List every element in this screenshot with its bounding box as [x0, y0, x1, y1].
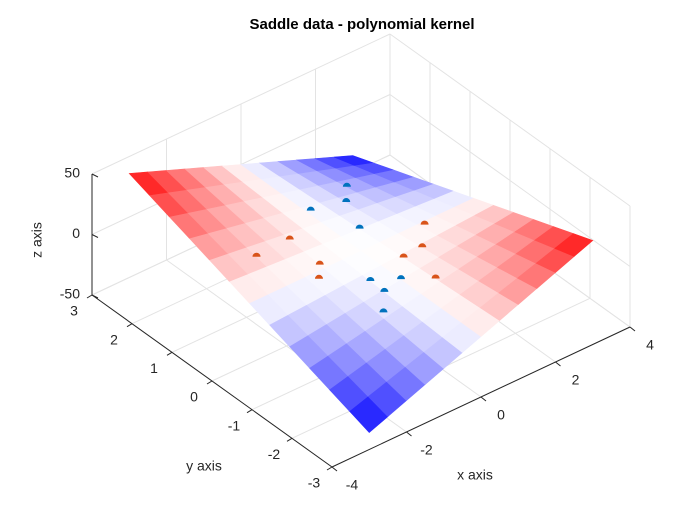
surface-facet: [334, 155, 373, 166]
y-tick: [166, 351, 173, 356]
z-axis-label: z axis: [29, 222, 45, 258]
z-tick: [91, 294, 99, 299]
y-tick-label: -2: [268, 446, 281, 462]
x-tick: [555, 361, 561, 367]
chart-title: Saddle data - polynomial kernel: [249, 16, 474, 33]
x-axis-label: x axis: [457, 467, 493, 483]
y-tick-label: 0: [190, 389, 198, 405]
data-point: [355, 224, 364, 229]
z-tick: [91, 234, 99, 238]
x-tick-label: 0: [497, 407, 505, 423]
data-point: [397, 275, 405, 280]
x-tick-label: 2: [572, 372, 580, 388]
y-tick: [206, 380, 213, 385]
x-tick-label: -2: [420, 442, 433, 458]
z-tick-label: -50: [60, 286, 80, 302]
y-tick: [126, 323, 133, 328]
y-tick: [286, 437, 293, 442]
x-tick: [480, 396, 487, 402]
data-point: [431, 274, 440, 279]
data-point: [315, 260, 324, 265]
data-point: [418, 243, 427, 248]
x-tick-label: 4: [646, 337, 654, 353]
x-tick: [629, 326, 636, 332]
grid-line: [389, 33, 631, 207]
y-tick-label: 1: [150, 360, 158, 376]
data-point: [342, 182, 351, 187]
x-tick: [406, 431, 412, 437]
y-tick-label: -3: [308, 475, 321, 491]
data-point: [285, 235, 294, 240]
y-tick-label: 2: [110, 331, 118, 347]
grid-line: [389, 94, 631, 267]
y-tick: [326, 466, 333, 471]
data-point: [366, 277, 375, 282]
x-tick: [331, 466, 338, 472]
data-point: [399, 253, 408, 258]
data-point: [306, 206, 315, 211]
data-point: [314, 274, 323, 279]
grid-line: [91, 33, 391, 175]
y-axis-label: y axis: [186, 458, 222, 474]
data-point: [342, 198, 351, 203]
y-tick-label: 3: [70, 303, 78, 319]
z-tick: [91, 173, 99, 178]
data-point: [380, 287, 389, 292]
y-tick: [246, 409, 253, 414]
z-tick-label: 50: [64, 165, 80, 181]
y-tick: [86, 294, 93, 299]
data-point: [252, 252, 261, 257]
z-tick-label: 0: [72, 225, 80, 241]
data-point: [379, 308, 388, 313]
data-point: [420, 220, 429, 225]
x-tick-label: -4: [346, 477, 359, 493]
y-tick-label: -1: [228, 417, 241, 433]
